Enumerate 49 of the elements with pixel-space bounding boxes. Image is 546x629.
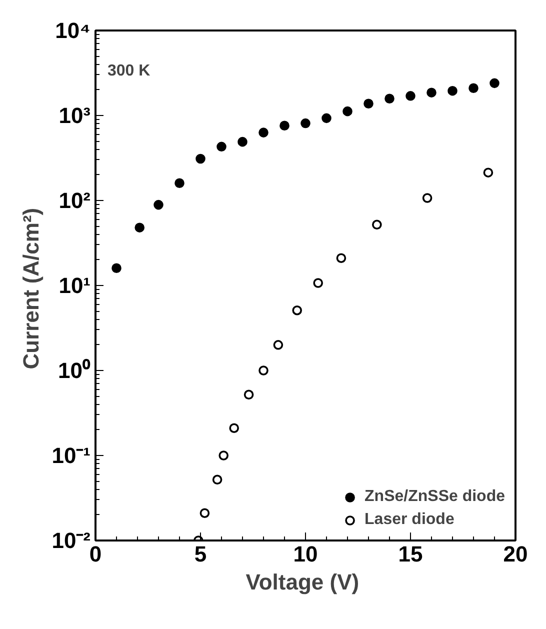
legend-label: ZnSe/ZnSSe diode [364,488,505,506]
point [258,366,268,376]
point [216,142,226,152]
point [134,222,144,232]
x-tick-label: 5 [194,542,207,566]
point [422,193,432,203]
point [406,91,416,101]
y-tick-label: 10² [58,188,90,213]
y-tick-label: 10⁻² [52,528,90,553]
point [273,340,284,350]
y-tick-label: 10³ [58,103,90,128]
point [154,200,164,210]
point [218,450,228,460]
point [483,168,494,178]
point [364,98,374,108]
point [490,78,500,88]
point [112,263,122,274]
y-tick-label: 10⁴ [55,18,91,43]
x-tick-label: 10 [293,542,318,566]
point [313,278,323,288]
point [384,94,394,104]
point [238,136,248,147]
point [322,113,332,124]
point [280,120,290,131]
x-tick-label: 20 [503,542,528,566]
point [468,83,478,94]
point [448,86,458,96]
point [174,178,184,188]
point [336,253,346,264]
y-tick-label: 10⁻¹ [52,443,90,468]
point [212,474,222,485]
point [244,390,254,400]
y-tick-label: 10⁰ [58,358,91,383]
point [292,305,302,316]
point [258,128,268,138]
y-tick-label: 10¹ [58,273,90,298]
point [229,423,239,434]
point [372,220,382,230]
x-tick-label: 15 [398,542,423,566]
point [426,88,436,98]
point [196,154,206,164]
annotation: 300 K [108,62,151,80]
point [342,106,352,116]
legend-label: Laser diode [364,511,454,529]
x-axis-title: Voltage (V) [246,570,360,594]
y-axis-title: Current (A/cm²) [18,208,44,370]
point [200,508,210,518]
point [300,118,310,128]
x-tick-label: 0 [89,542,102,566]
